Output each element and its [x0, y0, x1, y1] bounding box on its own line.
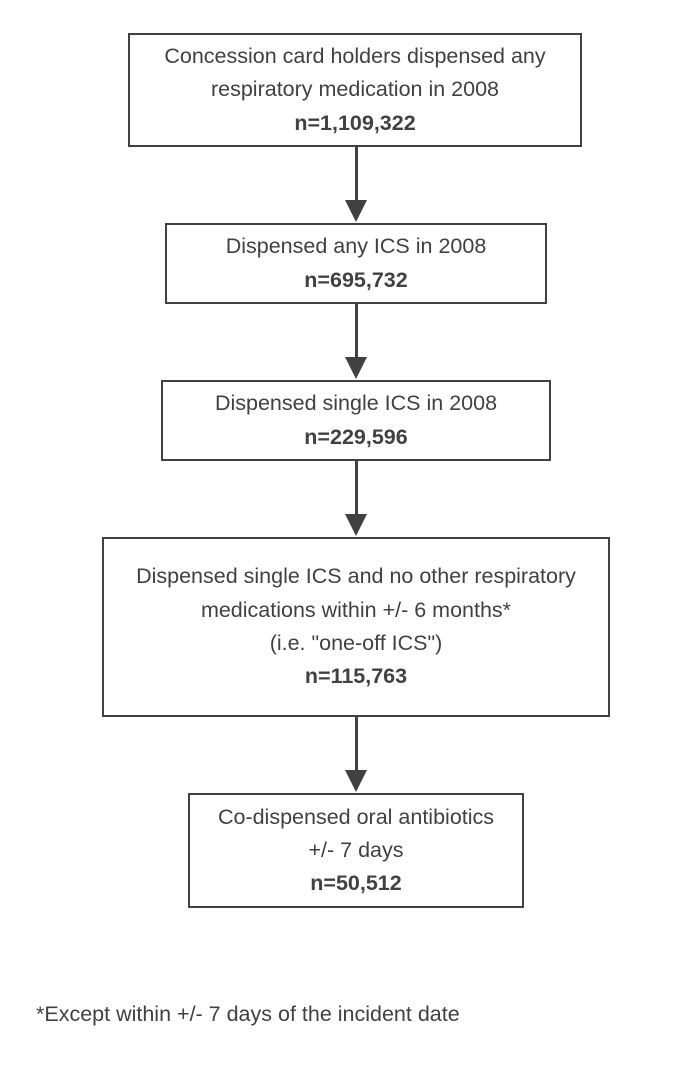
footnote-text: *Except within +/- 7 days of the inciden… [36, 1002, 460, 1027]
arrow-1-shaft [355, 147, 358, 200]
arrow-4-head [345, 770, 367, 792]
arrow-2-shaft [355, 304, 358, 357]
flow-node-1: Concession card holders dispensed any re… [128, 33, 582, 147]
flow-node-5: Co-dispensed oral antibiotics +/- 7 days… [188, 793, 524, 908]
arrow-3-shaft [355, 461, 358, 514]
flow-node-1-n: n=1,109,322 [294, 107, 415, 140]
flow-node-5-line-1: Co-dispensed oral antibiotics [218, 801, 494, 834]
arrow-2-head [345, 357, 367, 379]
flow-node-4-line-3: (i.e. "one-off ICS") [270, 627, 443, 660]
flow-node-3: Dispensed single ICS in 2008 n=229,596 [161, 380, 551, 461]
flow-node-5-line-2: +/- 7 days [308, 834, 403, 867]
flow-node-1-line-1: Concession card holders dispensed any [164, 40, 545, 73]
arrow-3-head [345, 514, 367, 536]
flow-node-2-n: n=695,732 [304, 264, 407, 297]
flow-node-4-n: n=115,763 [305, 660, 407, 693]
flowchart-canvas: Concession card holders dispensed any re… [0, 0, 700, 1074]
arrow-4-shaft [355, 717, 358, 770]
flow-node-4-line-1: Dispensed single ICS and no other respir… [136, 560, 576, 593]
flow-node-3-line-1: Dispensed single ICS in 2008 [215, 387, 497, 420]
arrow-1-head [345, 200, 367, 222]
flow-node-1-line-2: respiratory medication in 2008 [211, 73, 499, 106]
flow-node-4: Dispensed single ICS and no other respir… [102, 537, 610, 717]
flow-node-5-n: n=50,512 [310, 867, 401, 900]
flow-node-4-line-2: medications within +/- 6 months* [201, 594, 511, 627]
flow-node-2: Dispensed any ICS in 2008 n=695,732 [165, 223, 547, 304]
flow-node-2-line-1: Dispensed any ICS in 2008 [226, 230, 487, 263]
flow-node-3-n: n=229,596 [304, 421, 407, 454]
